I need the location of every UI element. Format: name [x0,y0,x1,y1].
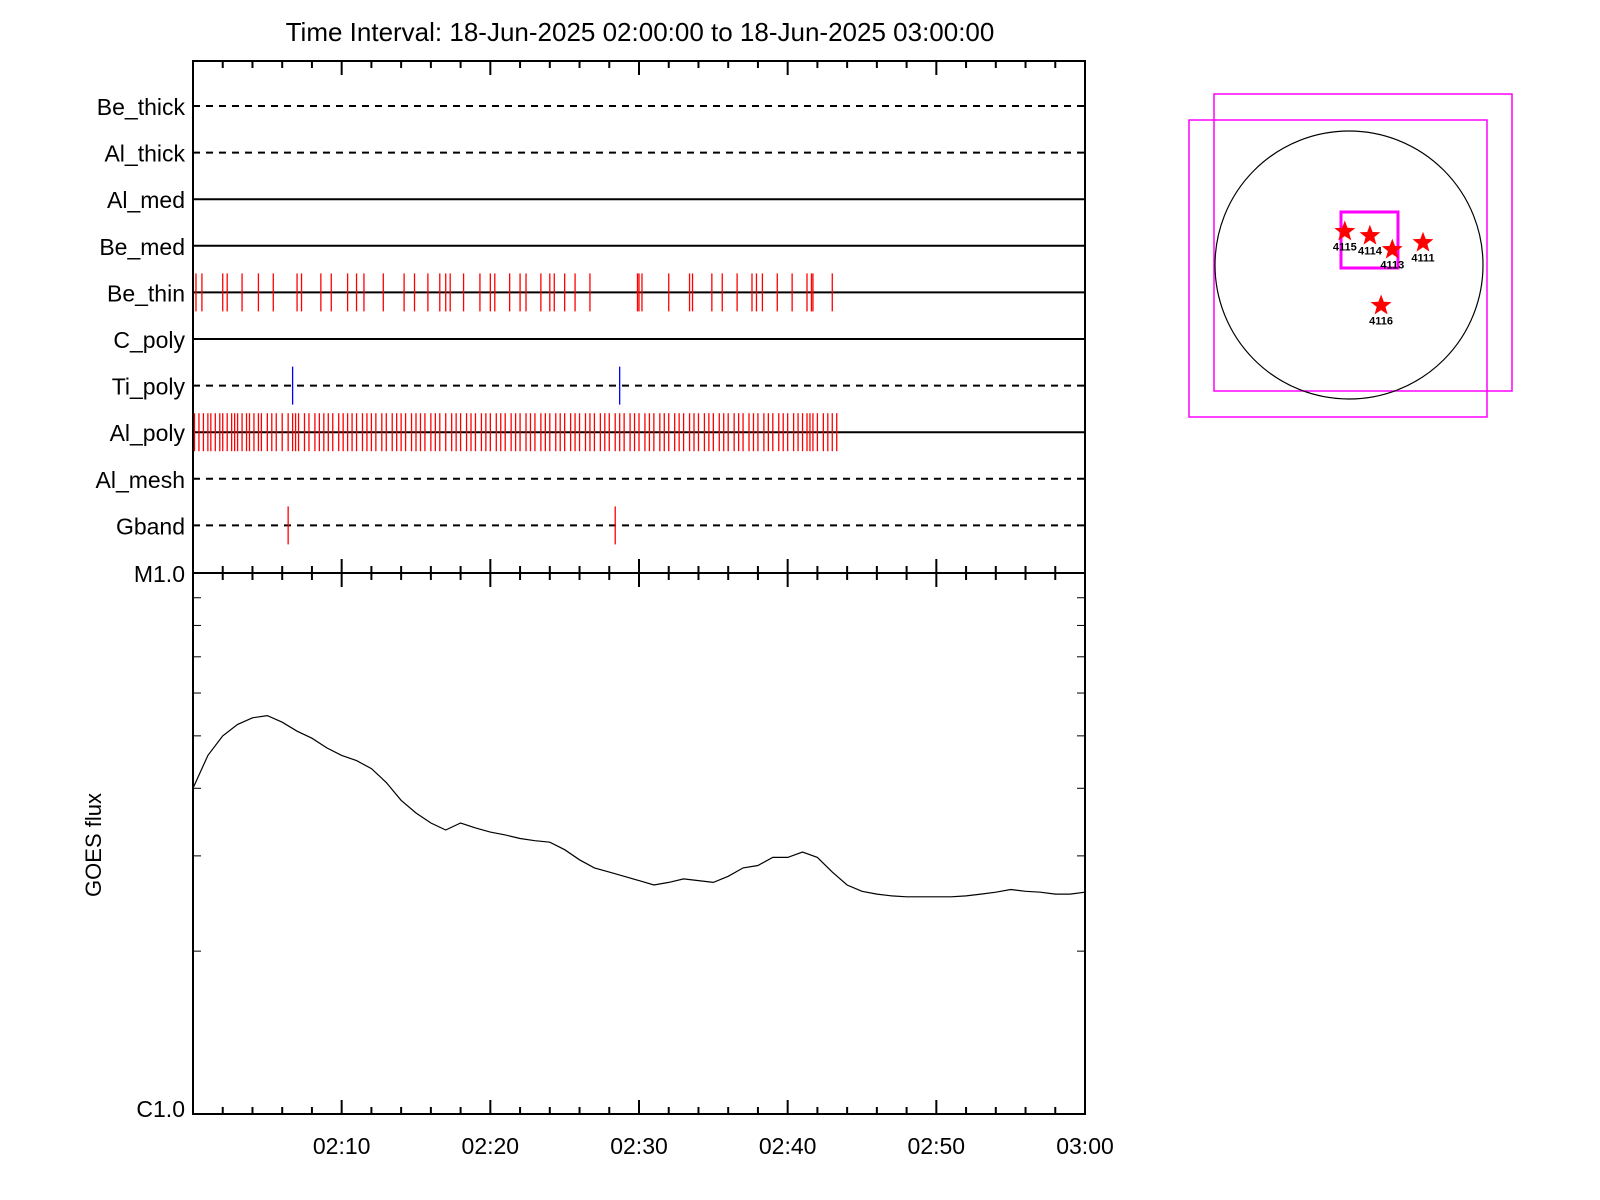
exposure-timeline: Be_thick Al_thick Al_med Be_med Be_thin C_pol… [96,60,1086,587]
row-label-al-med: Al_med [107,187,185,213]
row-label-be-thin: Be_thin [107,280,185,306]
active-region-label-4114: 4114 [1358,246,1383,258]
active-region-label-4113: 4113 [1380,260,1404,272]
fov-box-small [1339,210,1400,270]
row-label-c-poly: C_poly [113,327,185,353]
y-tick-label-top: M1.0 [134,561,185,587]
row-label-be-thick: Be_thick [97,94,186,120]
goes-flux-plot: 02:10 02:20 02:30 02:40 02:50 03:00 M1.0 C1.0 GO… [81,561,1114,1159]
row-label-be-med: Be_med [99,234,185,260]
x-tick-label: 02:10 [313,1133,371,1159]
active-region-star-4114 [1359,224,1381,245]
goes-frame [192,572,1086,1115]
row-label-gband: Gband [116,513,185,539]
row-label-al-thick: Al_thick [104,141,185,167]
y-tick-label-bottom: C1.0 [136,1096,185,1122]
active-region-label-4115: 4115 [1333,242,1357,254]
fov-box-large [1213,93,1513,392]
solar-limb [1214,130,1484,400]
row-label-al-poly: Al_poly [110,420,186,446]
x-tick-label: 02:40 [759,1133,817,1159]
x-tick-label: 02:30 [610,1133,668,1159]
row-label-ti-poly: Ti_poly [112,374,186,400]
timeline-frame [192,60,1086,574]
x-tick-label: 02:20 [462,1133,520,1159]
y-axis-label: GOES flux [81,793,106,897]
active-region-star-4111 [1412,231,1434,252]
active-region-star-4115 [1334,220,1356,241]
active-region-star-4116 [1370,294,1392,315]
x-tick-label: 03:00 [1056,1133,1114,1159]
goes-flux-line [192,714,1086,898]
fov-box-offset [1188,119,1488,418]
solar-disk-map: 4115 4114 4113 4111 4116 [1188,93,1513,418]
active-region-star-4113 [1381,238,1403,259]
chart-title: Time Interval: 18-Jun-2025 02:00:00 to 1… [286,17,995,47]
row-label-al-mesh: Al_mesh [96,467,185,493]
active-region-label-4111: 4111 [1411,253,1434,265]
x-tick-label: 02:50 [908,1133,966,1159]
active-region-label-4116: 4116 [1369,315,1393,327]
